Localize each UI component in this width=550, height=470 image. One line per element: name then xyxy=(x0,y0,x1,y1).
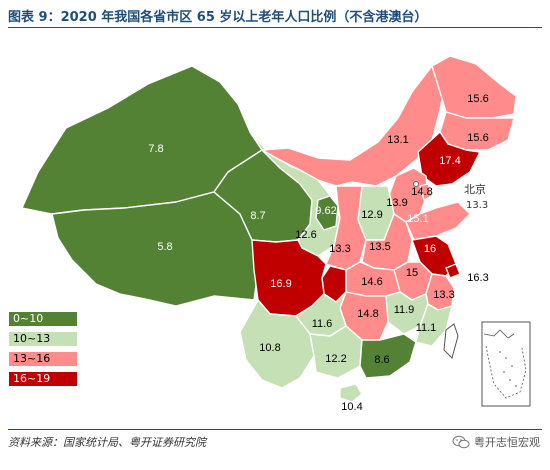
label-jiangxi: 11.9 xyxy=(394,304,415,316)
chart-title: 图表 9：2020 年我国各省市区 65 岁以上老年人口比例（不含港澳台） xyxy=(8,10,428,25)
label-shaanxi: 13.3 xyxy=(329,243,350,255)
label-yunnan: 10.8 xyxy=(259,342,280,354)
label-ningxia: 9.62 xyxy=(315,205,336,217)
label-inner-mongolia: 13.1 xyxy=(387,134,408,146)
inset-islands xyxy=(499,351,517,387)
label-hebei: 13.9 xyxy=(386,197,407,209)
label-shandong: 15.1 xyxy=(407,213,428,225)
label-hunan: 14.8 xyxy=(357,308,378,320)
region-yunnan xyxy=(239,299,315,389)
label-heilongjiang: 15.6 xyxy=(467,93,488,105)
legend-item-1: 10~13 xyxy=(9,332,77,346)
label-sichuan: 16.9 xyxy=(270,278,291,290)
region-shanghai xyxy=(445,263,461,279)
region-hainan xyxy=(339,383,363,403)
label-shanghai: 16.3 xyxy=(467,272,488,284)
brand-name: 粤开志恒宏观 xyxy=(474,436,540,449)
label-hainan: 10.4 xyxy=(341,401,362,413)
region-guangdong xyxy=(359,333,417,379)
label-shanxi: 12.9 xyxy=(361,209,382,221)
title-divider xyxy=(8,27,542,28)
region-ningxia xyxy=(315,195,339,231)
legend-item-0: 0~10 xyxy=(9,312,77,326)
beijing-name: 北京 xyxy=(464,182,486,196)
label-hubei: 14.6 xyxy=(361,276,382,288)
region-tianjin xyxy=(419,183,433,201)
label-qinghai: 8.7 xyxy=(250,210,265,222)
wechat-icon xyxy=(452,435,470,449)
legend-item-3: 16~19 xyxy=(9,372,77,386)
region-taiwan xyxy=(443,323,459,359)
label-tibet: 5.8 xyxy=(157,241,172,253)
label-anhui: 15 xyxy=(406,267,418,279)
south-china-sea-inset xyxy=(481,321,531,407)
region-heilongjiang xyxy=(431,55,517,119)
beijing-marker xyxy=(413,181,419,187)
label-tianjin: 14.8 xyxy=(411,186,432,198)
inset-dashed-line xyxy=(485,345,527,399)
region-inner-mongolia xyxy=(261,65,447,187)
legend: 0~10 10~13 13~16 16~19 xyxy=(9,312,77,386)
label-gansu: 12.6 xyxy=(295,229,316,241)
region-liaoning xyxy=(417,131,481,187)
label-xinjiang: 7.8 xyxy=(148,143,163,155)
label-guangxi: 12.2 xyxy=(325,353,346,365)
label-guangdong: 8.6 xyxy=(374,354,389,366)
label-jilin: 15.6 xyxy=(467,132,488,144)
source-note: 资料来源：国家统计局、粤开证券研究院 xyxy=(8,436,206,449)
label-fujian: 11.1 xyxy=(416,322,437,334)
legend-item-2: 13~16 xyxy=(9,352,77,366)
inset-coastline xyxy=(483,329,515,339)
brand: 粤开志恒宏观 xyxy=(452,434,540,450)
label-guizhou: 11.6 xyxy=(312,318,333,330)
region-tibet xyxy=(51,191,259,307)
label-liaoning: 17.4 xyxy=(439,155,460,167)
region-fujian xyxy=(415,303,453,347)
label-henan: 13.5 xyxy=(369,241,390,253)
source-divider xyxy=(8,429,542,430)
beijing-value: 13.3 xyxy=(466,200,488,211)
label-jiangsu: 16 xyxy=(424,243,436,255)
label-zhejiang: 13.3 xyxy=(433,289,454,301)
